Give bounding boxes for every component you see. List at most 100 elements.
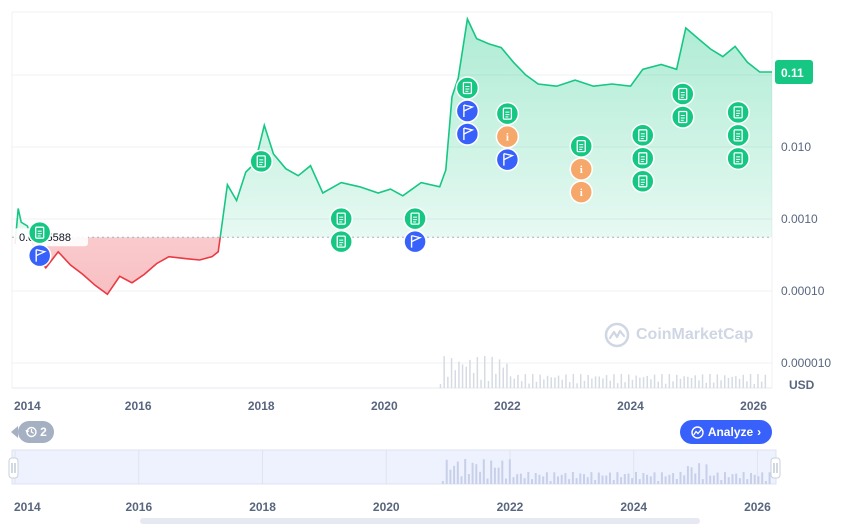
navigator-volume-bar (493, 467, 496, 484)
event-marker-news-icon[interactable] (631, 123, 655, 148)
event-marker-flag-icon[interactable] (27, 243, 52, 268)
event-marker-news-icon[interactable] (569, 134, 593, 158)
navigator-volume-bar (490, 460, 493, 484)
navigator-volume-bar (668, 474, 671, 484)
navigator-volume-bar (601, 475, 604, 484)
volume-bar (458, 361, 460, 388)
event-marker-news-icon[interactable] (726, 123, 750, 148)
event-marker-news-icon[interactable] (495, 101, 520, 126)
navigator-volume-bar (579, 473, 582, 484)
info-glyph: i (506, 132, 509, 144)
marker-circle (329, 229, 353, 254)
marker-circle (631, 123, 655, 148)
navigator-volume-bar (575, 478, 578, 484)
doc-glyph (256, 155, 266, 168)
volume-bar (661, 374, 663, 388)
navigator-volume-bar (735, 473, 738, 484)
marker-circle (726, 146, 750, 171)
volume-bar (701, 374, 704, 388)
volume-bar (487, 381, 490, 388)
event-marker-news-icon[interactable] (455, 76, 480, 100)
navigator-volume-bar (583, 474, 585, 484)
navigator-volume-bar (464, 459, 467, 484)
navigator-volume-bar (657, 481, 660, 484)
event-marker-news-icon[interactable] (671, 105, 695, 129)
range-navigator[interactable]: 2014 2016 2018 2020 2022 2024 2026 (8, 449, 781, 524)
volume-bar (624, 382, 626, 388)
area-fill-down (15, 237, 221, 295)
volume-bar (550, 377, 552, 388)
event-marker-flag-icon[interactable] (455, 122, 480, 146)
event-marker-news-icon[interactable] (671, 82, 695, 106)
marker-circle (495, 101, 520, 126)
volume-bar (742, 374, 744, 388)
volume-bar (679, 378, 682, 388)
info-glyph: i (580, 164, 583, 176)
volume-bar (524, 374, 527, 388)
event-marker-flag-icon[interactable] (495, 147, 520, 172)
history-button[interactable]: 2 (11, 421, 54, 443)
volume-bar (690, 378, 693, 388)
volume-bar (502, 367, 504, 388)
event-marker-news-icon[interactable] (726, 100, 750, 125)
event-marker-flag-icon[interactable] (403, 229, 427, 254)
handle-body (8, 457, 19, 479)
volume-bar (539, 374, 541, 388)
volume-bar (613, 374, 615, 388)
doc-glyph (35, 226, 45, 239)
event-marker-news-icon[interactable] (329, 206, 353, 231)
doc-glyph (576, 139, 586, 153)
navigator-volume-bar (690, 467, 693, 484)
navigator-volume-bar (616, 472, 619, 484)
navigator-volume-bar (757, 476, 760, 484)
volume-bar (757, 374, 759, 388)
navigator-volume-bar (549, 481, 552, 484)
marker-circle (27, 243, 52, 268)
event-marker-info-icon[interactable]: i (495, 124, 520, 149)
event-marker-news-icon[interactable] (631, 146, 655, 171)
info-glyph: i (580, 187, 583, 199)
handle-body (770, 457, 781, 479)
x-tick-label: 2014 (14, 399, 41, 413)
marker-circle (569, 180, 593, 204)
volume-bar (591, 378, 593, 388)
watermark-text: CoinMarketCap (636, 326, 754, 343)
volume-bar (465, 366, 467, 388)
marker-circle (726, 123, 750, 148)
navigator-handle-right[interactable] (770, 457, 781, 479)
navigator-volume-bar (553, 472, 556, 484)
volume-bar (738, 378, 741, 388)
event-marker-flag-icon[interactable] (455, 99, 480, 123)
volume-bar (594, 376, 597, 388)
event-marker-info-icon[interactable]: i (569, 180, 593, 204)
event-marker-info-icon[interactable]: i (569, 157, 593, 181)
current-price-label: 0.11 (781, 66, 804, 80)
marker-circle (726, 100, 750, 125)
navigator-volume-bar (453, 465, 456, 484)
navigator-volume-bar (605, 475, 608, 484)
navigator-x-tick-label: 2020 (373, 500, 400, 514)
navigator-volume-bar (538, 474, 541, 484)
volume-bar (635, 375, 637, 388)
price-line-up (14, 16, 772, 238)
navigator-handle-left[interactable] (8, 457, 19, 479)
event-marker-news-icon[interactable] (631, 169, 655, 194)
navigator-volume-bar (631, 478, 634, 484)
navigator-volume-bar (571, 472, 574, 484)
event-marker-news-icon[interactable] (27, 220, 52, 245)
navigator-volume-bar (557, 476, 559, 484)
event-marker-news-icon[interactable] (249, 149, 273, 174)
navigator-volume-bar (750, 473, 752, 484)
navigator-x-tick-label: 2024 (620, 500, 647, 514)
navigator-volume-bar (638, 479, 641, 484)
navigator-volume-bar (701, 479, 704, 484)
event-marker-news-icon[interactable] (329, 229, 353, 254)
marker-circle (329, 206, 353, 231)
event-marker-news-icon[interactable] (726, 146, 750, 171)
x-tick-label: 2026 (740, 399, 767, 413)
navigator-volume-bar (590, 472, 593, 484)
volume-bar (698, 380, 700, 388)
navigator-volume-bar (742, 472, 745, 484)
event-marker-news-icon[interactable] (403, 206, 427, 231)
analyze-button[interactable]: Analyze › (680, 420, 772, 444)
